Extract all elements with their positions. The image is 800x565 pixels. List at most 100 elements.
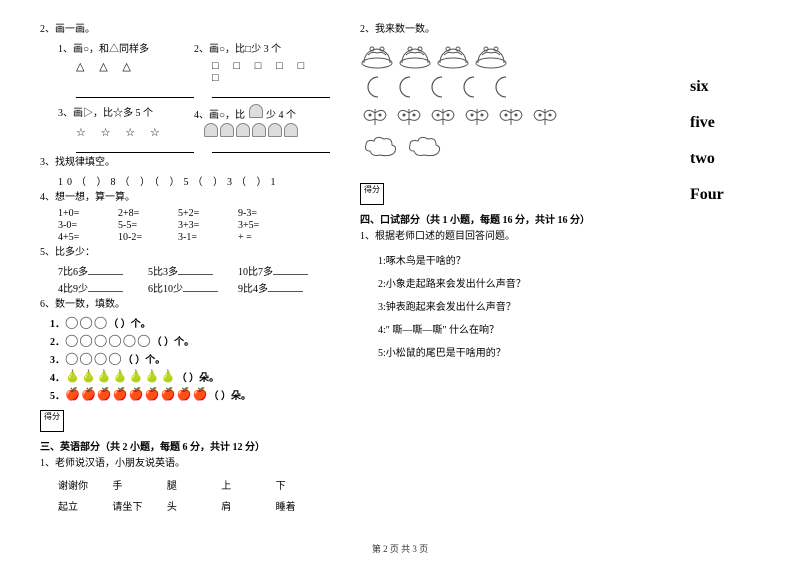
score-box: 得分 xyxy=(360,183,384,205)
blank-line xyxy=(273,266,308,275)
q2-1-shapes: △ △ △ xyxy=(76,60,194,84)
side-word: two xyxy=(690,150,790,168)
comp-text: 4比9少 xyxy=(58,284,88,295)
calc-row: 1+0= 2+8= 5+2= 9-3= xyxy=(58,208,330,219)
count-row: 3．◯◯◯◯（ ）个。 xyxy=(50,351,330,366)
q3-sequence: 10（ ）8（ ）（ ）5（ ）3（ ）1 xyxy=(58,173,330,188)
blank-line xyxy=(178,266,213,275)
r-q2-heading: 2、我来数一数。 xyxy=(360,23,670,37)
comp-cell: 4比9少 xyxy=(58,280,148,295)
count-text: （ ）朵。 xyxy=(177,369,220,384)
score-box: 得分 xyxy=(40,410,64,432)
cake-icon xyxy=(360,41,394,69)
butterflies-row xyxy=(360,105,670,129)
count-row: 1．◯◯◯（ ）个。 xyxy=(50,315,330,330)
count-row: 5．🍎🍎🍎🍎🍎🍎🍎🍎🍎（ ）朵。 xyxy=(50,387,330,402)
calc-cell: 3+5= xyxy=(238,220,298,231)
eng-word: 谢谢你 xyxy=(58,477,112,492)
sec4-q: 1、根据老师口述的题目回答问题。 xyxy=(360,230,670,244)
eng-word: 上 xyxy=(221,477,275,492)
count-shapes: ◯◯◯◯ xyxy=(65,351,123,366)
count-text: （ ）朵。 xyxy=(208,387,251,402)
calc-cell: 4+5= xyxy=(58,232,118,243)
page-footer: 第 2 页 共 3 页 xyxy=(0,542,800,555)
cake-icon xyxy=(436,41,470,69)
clouds-row xyxy=(360,133,670,163)
q2-3-shapes: ☆ ☆ ☆ ☆ xyxy=(76,126,203,139)
q4-heading: 4、想一想，算一算。 xyxy=(40,191,330,205)
blank-line xyxy=(183,283,218,292)
q6-heading: 6、数一数，填数。 xyxy=(40,298,330,312)
comp-text: 10比7多 xyxy=(238,267,273,278)
count-shapes: ◯◯◯◯◯◯ xyxy=(65,333,152,348)
bell-icon xyxy=(268,123,282,137)
comp-cell: 7比6多 xyxy=(58,263,148,278)
q3-heading: 3、找规律填空。 xyxy=(40,156,330,170)
butterfly-icon xyxy=(394,105,424,129)
comp-row: 4比9少 6比10少 9比4多 xyxy=(58,280,330,295)
comp-cell: 6比10少 xyxy=(148,280,238,295)
calc-row: 3-0= 5-5= 3+3= 3+5= xyxy=(58,220,330,231)
count-shapes: 🍎🍎🍎🍎🍎🍎🍎🍎🍎 xyxy=(65,387,208,402)
blank-line xyxy=(88,266,123,275)
oral-question: 4:" 嘶—嘶—嘶" 什么在响？ xyxy=(378,321,670,336)
count-text: （ ）个。 xyxy=(152,333,195,348)
count-num: 1． xyxy=(50,315,65,330)
answer-line xyxy=(212,88,330,98)
comp-text: 9比4多 xyxy=(238,284,268,295)
eng-word: 腿 xyxy=(167,477,221,492)
count-row: 2．◯◯◯◯◯◯（ ）个。 xyxy=(50,333,330,348)
cloud-icon xyxy=(404,133,444,163)
sec3-q1: 1、老师说汉语，小朋友说英语。 xyxy=(40,457,330,471)
calc-cell: 10-2= xyxy=(118,232,178,243)
bell-icon xyxy=(252,123,266,137)
q2-3-text: 3、画▷，比☆多 5 个 xyxy=(58,104,194,121)
q2-4-shapes xyxy=(203,123,330,141)
cloud-icon xyxy=(360,133,400,163)
side-word: Four xyxy=(690,186,790,204)
comp-text: 7比6多 xyxy=(58,267,88,278)
comp-cell: 10比7多 xyxy=(238,263,328,278)
eng-row: 谢谢你 手 腿 上 下 xyxy=(58,477,330,492)
q2-2-text: 2、画○，比□少 3 个 xyxy=(194,40,330,55)
comp-cell: 9比4多 xyxy=(238,280,328,295)
count-text: （ ）个。 xyxy=(108,315,151,330)
count-num: 2． xyxy=(50,333,65,348)
comp-text: 5比3多 xyxy=(148,267,178,278)
butterfly-icon xyxy=(360,105,390,129)
q2-heading: 2、画一画。 xyxy=(40,23,330,37)
answer-line xyxy=(76,143,194,153)
count-shapes: 🍐🍐🍐🍐🍐🍐🍐 xyxy=(65,369,177,384)
calc-cell: 9-3= xyxy=(238,208,298,219)
cake-icon xyxy=(398,41,432,69)
answer-line xyxy=(76,88,194,98)
count-text: （ ）个。 xyxy=(123,351,166,366)
blank-line xyxy=(88,283,123,292)
side-word: five xyxy=(690,114,790,132)
eng-word: 头 xyxy=(167,498,221,513)
cakes-row xyxy=(360,41,670,69)
side-word: six xyxy=(690,78,790,96)
moon-icon xyxy=(456,73,484,101)
q2-2-shapes: □ □ □ □ □ □ xyxy=(212,60,330,84)
comp-row: 7比6多 5比3多 10比7多 xyxy=(58,263,330,278)
calc-row: 4+5= 10-2= 3-1= + = xyxy=(58,232,330,243)
score-section: 得分 xyxy=(40,410,330,432)
calc-cell: 3+3= xyxy=(178,220,238,231)
eng-word: 肩 xyxy=(221,498,275,513)
section4-title: 四、口试部分（共 1 小题，每题 16 分，共计 16 分） xyxy=(360,211,670,226)
bell-icon xyxy=(204,123,218,137)
cake-icon xyxy=(474,41,508,69)
q2-4-prefix: 4、画○，比 xyxy=(194,110,245,121)
calc-cell: 5-5= xyxy=(118,220,178,231)
comp-cell: 5比3多 xyxy=(148,263,238,278)
calc-cell: + = xyxy=(238,232,298,243)
answer-line xyxy=(212,143,330,153)
bell-icon xyxy=(236,123,250,137)
eng-row: 起立 请坐下 头 肩 睡着 xyxy=(58,498,330,513)
bell-icon xyxy=(220,123,234,137)
bell-icon xyxy=(249,104,263,118)
calc-cell: 2+8= xyxy=(118,208,178,219)
right-column: 2、我来数一数。 得分 四、口试 xyxy=(340,0,680,565)
count-num: 5． xyxy=(50,387,65,402)
